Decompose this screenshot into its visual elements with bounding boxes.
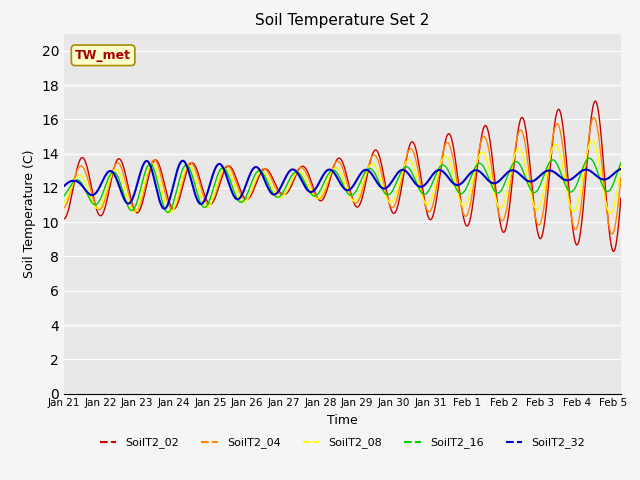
SoilT2_08: [617, 164, 625, 169]
SoilT2_16: [164, 210, 172, 216]
SoilT2_32: [287, 168, 294, 173]
SoilT2_16: [286, 176, 294, 182]
SoilT2_04: [60, 205, 68, 211]
SoilT2_16: [306, 189, 314, 195]
SoilT2_16: [60, 193, 68, 199]
Line: SoilT2_08: SoilT2_08: [64, 141, 621, 214]
SoilT2_04: [617, 175, 625, 181]
SoilT2_04: [494, 208, 502, 214]
SoilT2_32: [506, 168, 513, 174]
SoilT2_02: [60, 216, 68, 222]
SoilT2_02: [617, 195, 625, 201]
SoilT2_08: [588, 138, 596, 144]
Line: SoilT2_32: SoilT2_32: [64, 161, 621, 209]
SoilT2_04: [117, 164, 125, 169]
SoilT2_16: [443, 166, 451, 171]
SoilT2_08: [504, 182, 512, 188]
SoilT2_02: [117, 157, 125, 163]
SoilT2_08: [606, 211, 614, 216]
Y-axis label: Soil Temperature (C): Soil Temperature (C): [23, 149, 36, 278]
Title: Soil Temperature Set 2: Soil Temperature Set 2: [255, 13, 429, 28]
SoilT2_32: [161, 206, 168, 212]
SoilT2_16: [586, 156, 593, 161]
Line: SoilT2_02: SoilT2_02: [64, 101, 621, 252]
SoilT2_04: [305, 177, 313, 183]
SoilT2_04: [590, 115, 598, 120]
SoilT2_16: [617, 160, 625, 166]
SoilT2_02: [610, 249, 618, 254]
SoilT2_32: [117, 188, 125, 194]
SoilT2_32: [179, 158, 186, 164]
SoilT2_32: [307, 189, 314, 195]
SoilT2_32: [444, 174, 451, 180]
SoilT2_02: [591, 98, 599, 104]
SoilT2_08: [442, 153, 450, 159]
SoilT2_16: [505, 170, 513, 176]
SoilT2_08: [305, 184, 313, 190]
SoilT2_32: [60, 183, 68, 189]
SoilT2_08: [117, 173, 125, 179]
SoilT2_02: [504, 214, 512, 219]
SoilT2_16: [495, 190, 502, 196]
SoilT2_02: [285, 187, 293, 193]
SoilT2_08: [285, 183, 293, 189]
Text: TW_met: TW_met: [75, 49, 131, 62]
SoilT2_04: [285, 184, 293, 190]
SoilT2_02: [305, 173, 313, 179]
SoilT2_04: [442, 140, 450, 146]
SoilT2_04: [504, 196, 512, 202]
SoilT2_32: [495, 178, 503, 184]
Line: SoilT2_16: SoilT2_16: [64, 158, 621, 213]
SoilT2_04: [608, 231, 616, 237]
Legend: SoilT2_02, SoilT2_04, SoilT2_08, SoilT2_16, SoilT2_32: SoilT2_02, SoilT2_04, SoilT2_08, SoilT2_…: [95, 433, 589, 453]
Line: SoilT2_04: SoilT2_04: [64, 118, 621, 234]
SoilT2_08: [494, 203, 502, 209]
X-axis label: Time: Time: [327, 414, 358, 427]
SoilT2_02: [442, 135, 450, 141]
SoilT2_02: [494, 207, 502, 213]
SoilT2_32: [617, 166, 625, 172]
SoilT2_16: [117, 182, 125, 188]
SoilT2_08: [60, 200, 68, 206]
